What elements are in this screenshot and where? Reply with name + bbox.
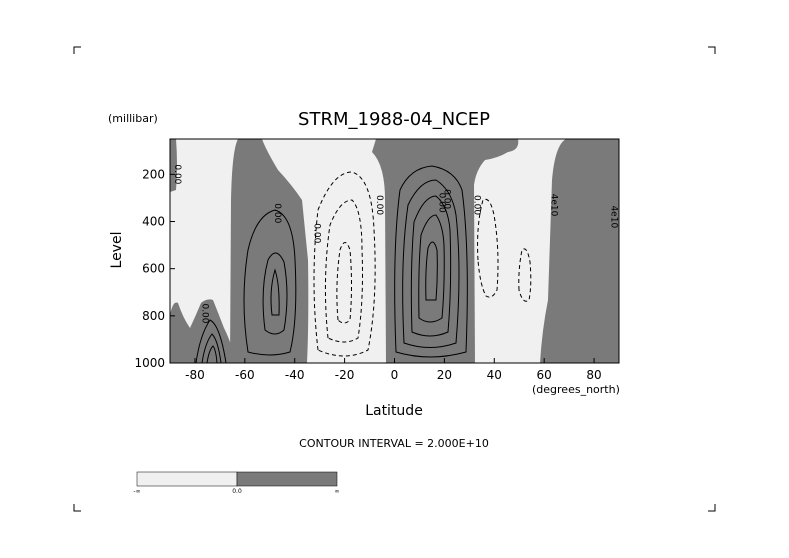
contour-label: 4e10	[609, 205, 619, 228]
contour-neg-1	[313, 171, 376, 357]
contour-tropical-1	[394, 165, 468, 358]
contour-neg-3	[336, 242, 352, 324]
contour-tropical-3	[410, 195, 452, 337]
colorbar-positive-swatch	[236, 471, 338, 487]
y-tick-label: 600	[142, 262, 165, 276]
contour-label: 0.00	[312, 223, 322, 243]
contour-label: 0.00	[172, 164, 182, 184]
crop-marks	[73, 46, 716, 512]
contour-label: 0.00	[471, 195, 481, 215]
x-tick-label: 0	[391, 368, 399, 382]
x-tick-label: 20	[437, 368, 452, 382]
contour-tropical-5	[425, 241, 438, 301]
y-tick-label: 1000	[134, 356, 165, 370]
x-tick-label: 80	[586, 368, 601, 382]
contour-tropical-2	[402, 179, 460, 348]
y-units-label: (millibar)	[108, 112, 158, 125]
x-tick-label: -60	[235, 368, 255, 382]
contour-polar-3	[206, 345, 218, 364]
colorbar-label-max: ∞	[335, 488, 340, 495]
y-axis-label: Level	[109, 232, 125, 269]
x-tick-label: 60	[537, 368, 552, 382]
x-tick-label: 40	[487, 368, 502, 382]
y-axis-ticks: 200 400 600 800 1000	[134, 167, 175, 370]
contour-neg-5	[518, 248, 532, 302]
colorbar-label-mid: 0.0	[232, 488, 242, 495]
contour-label: 0.00	[374, 195, 384, 215]
contour-southern-3	[270, 268, 280, 316]
x-tick-label: -40	[285, 368, 305, 382]
x-units-label: (degrees_north)	[532, 383, 620, 396]
y-tick-label: 200	[142, 167, 165, 181]
colorbar-negative-swatch	[136, 471, 238, 487]
northern-positive-region	[540, 139, 619, 363]
contour-polar-2	[201, 333, 222, 364]
x-axis-label: Latitude	[365, 403, 423, 419]
contour-polar-1	[195, 319, 227, 364]
left-edge-positive-strip	[170, 139, 177, 192]
colorbar-label-min: -∞	[133, 488, 140, 495]
contour-label: 4e10	[549, 194, 559, 217]
contour-tropical-4	[418, 214, 445, 323]
contour-label: 0.00	[272, 203, 282, 223]
south-polar-positive-region	[170, 299, 235, 363]
x-tick-label: -80	[185, 368, 205, 382]
contour-interval-text: CONTOUR INTERVAL = 2.000E+10	[299, 437, 489, 450]
filled-contour-regions	[170, 139, 619, 363]
contour-southern-2	[262, 252, 288, 335]
tropical-cell-positive-region	[372, 139, 519, 363]
x-tick-label: -20	[335, 368, 355, 382]
x-axis-ticks: -80 -60 -40 -20 0 20 40 60 80	[185, 358, 602, 382]
contour-southern-1	[243, 209, 297, 356]
dashed-negative-contours	[313, 171, 532, 357]
y-tick-label: 800	[142, 309, 165, 323]
contour-lines	[195, 165, 468, 364]
contour-neg-2	[324, 199, 363, 343]
southern-cell-positive-region	[230, 139, 309, 363]
colorbar: -∞ 0.0 ∞	[133, 471, 340, 495]
contour-label: 0.00	[436, 193, 446, 213]
chart-title: STRM_1988-04_NCEP	[298, 109, 490, 130]
contour-label: 0.00	[199, 303, 209, 323]
contour-neg-4	[477, 198, 499, 298]
contour-label: 0.00	[441, 189, 451, 209]
y-tick-label: 400	[142, 215, 165, 229]
